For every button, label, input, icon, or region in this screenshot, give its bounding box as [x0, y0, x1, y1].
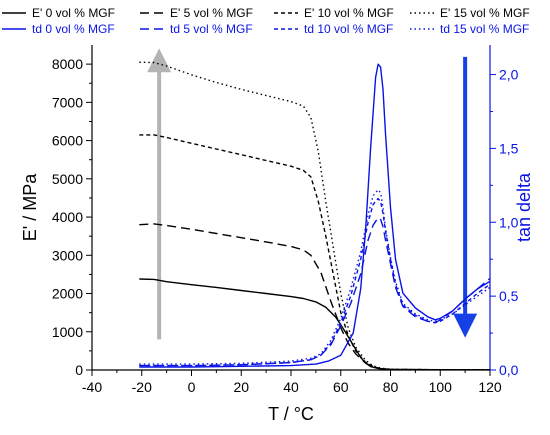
y2-tick-label: 0,5 — [499, 288, 519, 304]
y-axis-left: 0 1000 2000 3000 4000 5000 6000 7000 8000 — [52, 56, 92, 378]
series-line-3 — [139, 134, 490, 371]
legend-label: td 10 vol % MGF — [304, 22, 393, 36]
y-tick-label: 7000 — [52, 94, 83, 110]
y2-tick-label: 0,0 — [499, 362, 519, 378]
y-tick-label: 0 — [75, 362, 83, 378]
y-tick-label: 6000 — [52, 133, 83, 149]
y-tick-label: 4000 — [52, 209, 83, 225]
series-line-2 — [139, 223, 490, 371]
x-tick-label: 100 — [429, 379, 453, 395]
chart-annotations — [147, 48, 478, 340]
y2-tick-label: 1,0 — [499, 214, 519, 230]
y-tick-label: 8000 — [52, 56, 83, 72]
y-axis-right: 0,0 0,5 1,0 1,5 2,0 — [490, 67, 519, 378]
x-tick-label: 20 — [233, 379, 249, 395]
legend-label: E' 10 vol % MGF — [304, 6, 394, 20]
y-tick-label: 2000 — [52, 286, 83, 302]
plot-frame — [91, 45, 491, 371]
legend-label: E' 15 vol % MGF — [440, 6, 530, 20]
y-tick-label: 3000 — [52, 247, 83, 263]
series-layer — [139, 61, 491, 371]
chart-legend: E' 0 vol % MGF E' 5 vol % MGF E' 10 vol % … — [2, 6, 530, 36]
x-axis-title: T / °C — [268, 404, 314, 424]
series-line-5 — [139, 63, 491, 368]
y-tick-label: 1000 — [52, 324, 83, 340]
y-tick-label: 5000 — [52, 171, 83, 187]
x-tick-label: -20 — [132, 379, 152, 395]
legend-label: td 5 vol % MGF — [170, 22, 253, 36]
series-line-4 — [139, 61, 490, 371]
legend-label: td 15 vol % MGF — [440, 22, 529, 36]
legend-label: td 0 vol % MGF — [32, 22, 115, 36]
y2-tick-label: 2,0 — [499, 67, 519, 83]
x-tick-label: 120 — [478, 379, 502, 395]
x-tick-label: 80 — [383, 379, 399, 395]
legend-label: E' 5 vol % MGF — [170, 6, 253, 20]
series-line-6 — [139, 217, 491, 367]
x-tick-label: 60 — [333, 379, 349, 395]
x-axis: -40 -20 0 20 40 60 80 100 120 — [82, 370, 502, 395]
series-line-8 — [139, 189, 491, 365]
x-tick-label: -40 — [82, 379, 102, 395]
y2-axis-title: tan delta — [514, 172, 534, 242]
legend-label: E' 0 vol % MGF — [32, 6, 115, 20]
series-line-7 — [139, 197, 491, 367]
y-axis-title: E' / MPa — [20, 173, 40, 241]
y2-tick-label: 1,5 — [499, 140, 519, 156]
x-tick-label: 0 — [188, 379, 196, 395]
x-tick-label: 40 — [283, 379, 299, 395]
